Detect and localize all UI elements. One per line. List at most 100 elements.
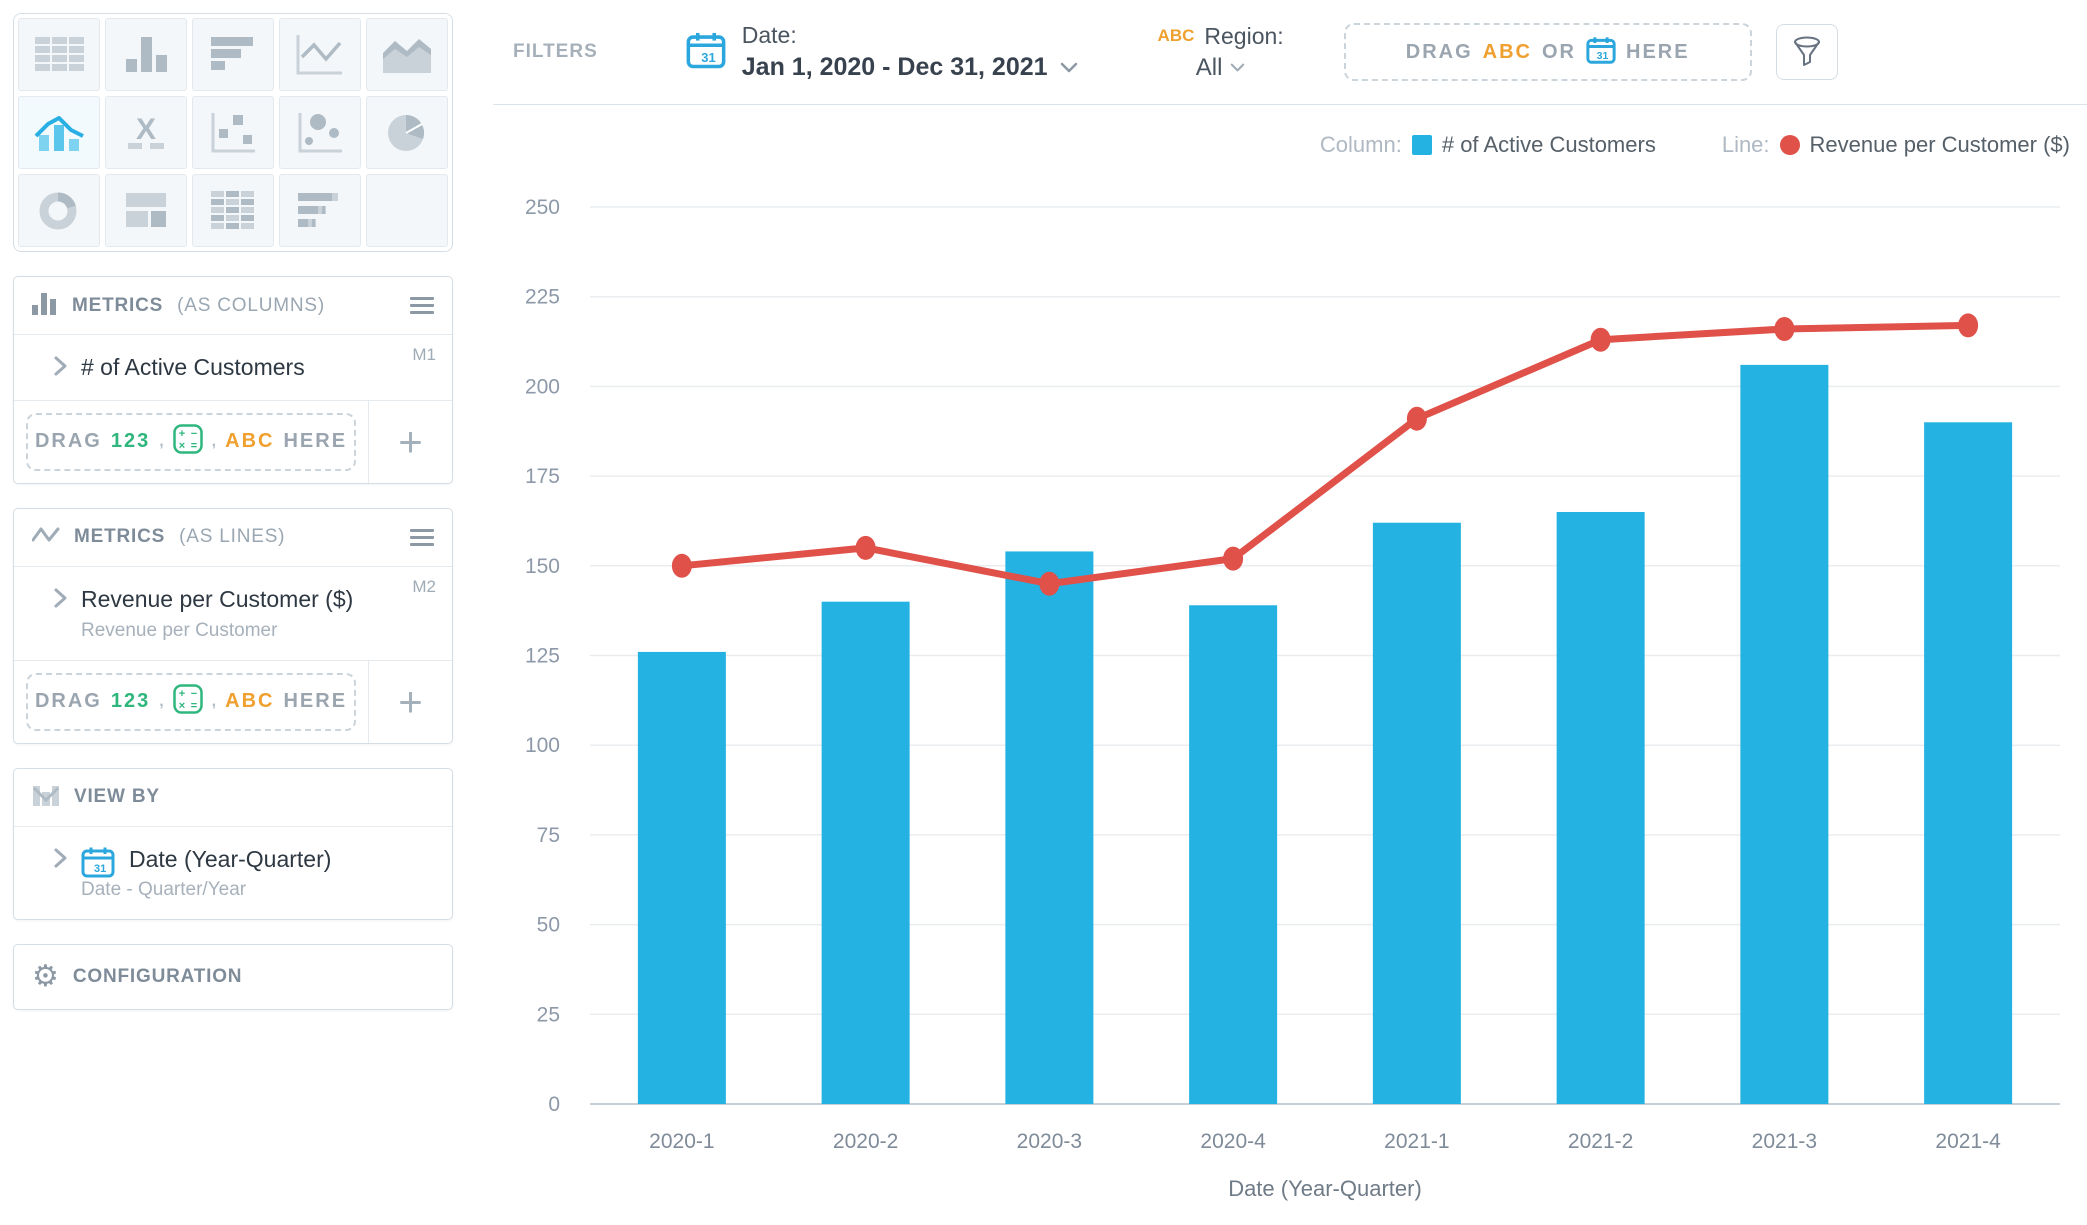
configuration-header[interactable]: ⚙ CONFIGURATION [14,945,452,1009]
region-filter-value[interactable]: All [1196,54,1246,82]
line-point-2021-2[interactable] [1590,327,1611,352]
formula-icon: + − × = [172,684,203,719]
line-point-2021-3[interactable] [1774,316,1795,341]
bar-2020-2[interactable] [821,601,910,1104]
numeric-field-token: 123 [110,430,151,453]
date-range-text: Jan 1, 2020 - Dec 31, 2021 [741,53,1048,81]
x-tick-label: 2020-4 [1200,1130,1266,1153]
legend-item-line[interactable]: Line: Revenue per Customer ($) [1722,132,2070,158]
sidebar: X METRICS (AS COLUMNS) # of Active Custo… [13,13,453,1011]
metrics-columns-dropzone[interactable]: DRAG 123 , + − × = , ABC HERE [26,412,356,471]
plus-icon: + [398,677,423,725]
line-point-2020-1[interactable] [671,553,692,578]
column-chart-icon [32,291,58,320]
chevron-right-icon[interactable] [54,356,67,381]
y-tick-label: 150 [525,555,560,578]
legend-item-column[interactable]: Column: # of Active Customers [1320,132,1656,158]
funnel-icon [1793,36,1820,66]
add-metric-line-button[interactable]: + [368,660,452,743]
metrics-columns-menu-icon[interactable] [410,297,434,314]
legend-column-label: Column: [1319,132,1402,157]
view-by-panel: VIEW BY 31 Date (Year-Quarter) Date - Qu… [13,767,453,921]
picker-x-marker-chart-icon[interactable]: X [105,96,187,169]
svg-text:31: 31 [1597,49,1609,61]
here-word: HERE [1626,40,1690,63]
metrics-lines-dropzone[interactable]: DRAG 123 , + − × = , ABC HERE [26,672,356,731]
configuration-title: CONFIGURATION [72,966,243,988]
bar-2021-4[interactable] [1924,422,2013,1104]
line-point-2020-2[interactable] [855,535,876,560]
region-filter-label: Region: [1204,22,1284,49]
svg-text:+: + [178,688,184,700]
metrics-lines-menu-icon[interactable] [410,528,434,546]
picker-donut-chart-icon[interactable] [18,174,100,247]
filters-bar: FILTERS 31 Date: Jan 1, 2020 - Dec 31, 2… [493,0,2087,105]
svg-text:+: + [178,428,184,440]
picker-table-icon[interactable] [18,18,100,91]
chevron-right-icon[interactable] [54,848,67,873]
date-filter-value[interactable]: Jan 1, 2020 - Dec 31, 2021 [742,53,1078,82]
comma: , [211,692,217,710]
chart-legend: Column: # of Active Customers Line: Reve… [1320,132,2070,158]
line-point-2021-1[interactable] [1406,406,1427,431]
picker-bubble-chart-icon[interactable] [279,96,361,169]
picker-blank-icon [366,174,448,247]
calendar-icon: 31 [81,846,115,883]
x-axis-title: Date (Year-Quarter) [1228,1176,1422,1201]
metric-subtitle: Revenue per Customer [81,619,278,641]
bar-2020-4[interactable] [1189,605,1278,1104]
bar-2021-1[interactable] [1372,522,1461,1104]
svg-text:31: 31 [94,863,106,875]
configuration-panel[interactable]: ⚙ CONFIGURATION [13,944,453,1011]
svg-text:=: = [190,700,196,712]
region-value-text: All [1195,53,1223,81]
metric-row-active-customers[interactable]: # of Active Customers M1 [14,335,452,401]
picker-scatter-chart-icon[interactable] [192,96,274,169]
date-filter[interactable]: 31 Date: Jan 1, 2020 - Dec 31, 2021 [686,22,1078,82]
picker-pivot-table-icon[interactable] [192,174,274,247]
y-tick-label: 175 [525,465,560,488]
metrics-lines-panel: METRICS (AS LINES) Revenue per Customer … [13,507,453,744]
here-word: HERE [283,430,348,453]
line-point-2020-4[interactable] [1223,546,1244,571]
y-tick-label: 25 [537,1003,560,1026]
view-by-icon [32,782,60,813]
picker-layout-icon[interactable] [105,174,187,247]
picker-pie-chart-icon[interactable] [366,96,448,169]
date-filter-label: Date: [741,22,797,48]
view-by-name: Date (Year-Quarter) [129,845,332,872]
metric-badge: M1 [412,345,436,364]
picker-line-chart-icon[interactable] [279,18,361,91]
picker-area-chart-icon[interactable] [366,18,448,91]
bar-2020-3[interactable] [1005,551,1094,1104]
filter-button[interactable] [1775,24,1838,80]
filter-dropzone[interactable]: DRAG ABC OR 31 HERE [1343,23,1752,81]
line-point-2021-4[interactable] [1958,313,1979,338]
picker-column-chart-icon[interactable] [105,18,187,91]
metric-name: # of Active Customers [81,354,305,380]
add-metric-column-button[interactable]: + [368,400,452,483]
drag-word: DRAG [1405,40,1473,63]
picker-combo-chart-icon[interactable] [18,96,100,169]
view-by-row-date[interactable]: 31 Date (Year-Quarter) Date - Quarter/Ye… [14,827,452,920]
bar-2021-3[interactable] [1740,364,1829,1104]
region-filter[interactable]: ABC Region: All [1158,23,1284,82]
drag-word: DRAG [34,690,102,712]
drag-word: DRAG [34,430,102,453]
comma: , [159,432,164,450]
line-swatch [1779,135,1800,155]
combo-chart[interactable]: 0 25 50 75 100 125 150 175 200 225 250 2020-1 2020-2… [460,120,2087,1225]
picker-bullet-chart-icon[interactable] [279,174,361,247]
svg-text:×: × [178,440,184,452]
bar-2020-1[interactable] [637,651,726,1104]
x-tick-label: 2020-1 [649,1130,714,1153]
picker-bar-chart-icon[interactable] [192,18,274,91]
legend-column-name: # of Active Customers [1441,132,1656,157]
plus-icon: + [398,417,423,465]
view-by-header: VIEW BY [14,769,452,827]
bar-2021-2[interactable] [1556,511,1645,1105]
chevron-right-icon[interactable] [54,588,67,613]
metric-row-revenue-per-customer[interactable]: Revenue per Customer ($) Revenue per Cus… [14,567,452,661]
svg-text:X: X [136,113,156,146]
line-point-2020-3[interactable] [1039,571,1060,596]
